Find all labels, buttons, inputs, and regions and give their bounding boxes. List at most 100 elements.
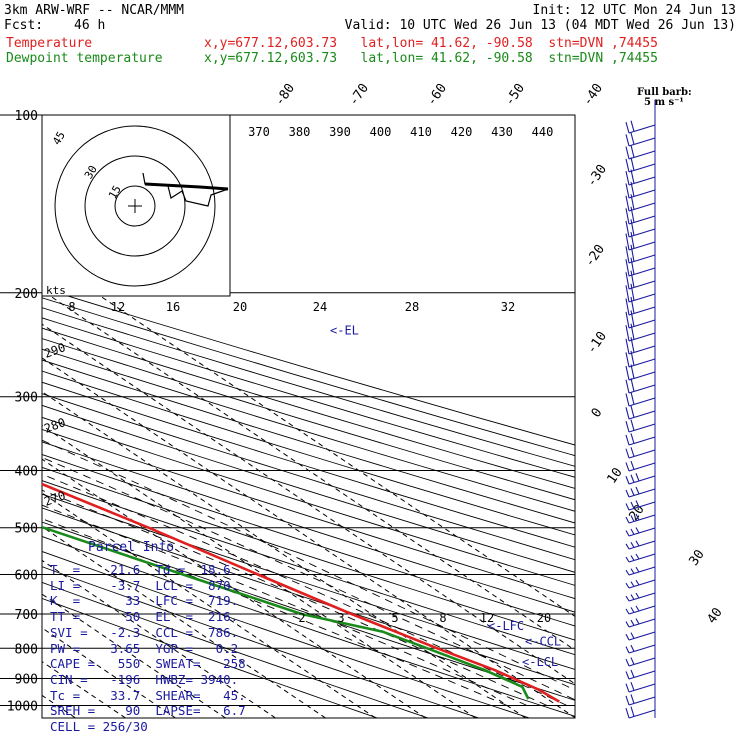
dry-adiabat <box>42 466 575 641</box>
theta-e-label: 430 <box>491 125 513 139</box>
wind-barb <box>625 257 656 277</box>
wind-barb <box>625 364 656 381</box>
parcel-info-row: TT = 50 EL = 216. <box>50 609 239 625</box>
wind-barb <box>625 206 656 225</box>
wind-barb <box>625 579 656 589</box>
wind-barb <box>625 682 656 693</box>
temperature-info: x,y=677.12,603.73 lat,lon= 41.62, -90.58… <box>204 36 658 51</box>
parcel-info-row: Tc = 33.7 SHEAR= 45. <box>50 687 246 703</box>
speed-label: 20 <box>233 300 247 314</box>
hodograph-ring <box>84 155 186 257</box>
speed-label: 24 <box>313 300 327 314</box>
level-marker: <-EL <box>330 323 359 337</box>
wind-barb <box>625 631 656 641</box>
isotherm-right-label: -30 <box>584 162 610 190</box>
wind-barb <box>625 500 656 511</box>
wind-barb <box>625 244 656 264</box>
wind-barb <box>625 231 656 251</box>
wind-barb <box>625 473 656 485</box>
pressure-tick-label: 800 <box>15 642 38 657</box>
wind-barb <box>625 618 656 628</box>
hodograph-ring-label: 45 <box>50 129 68 147</box>
dry-adiabat <box>42 416 575 586</box>
pressure-tick-label: 600 <box>15 568 38 583</box>
theta-e-label: 400 <box>370 125 392 139</box>
wind-barb <box>625 706 656 719</box>
wind-barb <box>625 337 656 355</box>
pressure-tick-label: 1000 <box>7 699 38 714</box>
isotherm-right-label: 40 <box>704 605 725 626</box>
speed-label: 16 <box>166 300 180 314</box>
mixing-ratio-label: 12 <box>480 611 494 625</box>
dry-adiabat <box>42 480 575 656</box>
dry-adiabat <box>42 581 429 718</box>
theta-e-label: 380 <box>289 125 311 139</box>
parcel-info-row: PW = 3.65 YGP = 0.2 <box>50 640 239 656</box>
mixing-ratio-label: 20 <box>537 611 551 625</box>
dry-adiabat <box>42 550 530 718</box>
model-title: 3km ARW-WRF -- NCAR/MMM <box>4 3 185 18</box>
dry-adiabat <box>42 428 575 600</box>
dry-adiabat <box>42 348 575 512</box>
fcst-value: 46 h <box>74 18 106 33</box>
hodograph-trace-bold <box>144 182 229 191</box>
wind-barb <box>625 144 656 160</box>
theta-e-label: 370 <box>248 125 270 139</box>
theta-e-label: 440 <box>532 125 554 139</box>
wind-barb <box>625 270 656 290</box>
wind-barb <box>625 433 656 446</box>
wind-barb <box>625 194 656 212</box>
wind-barb <box>625 460 656 472</box>
parcel-info-row: SVI = -2.3 CCL = 786. <box>50 624 239 640</box>
isotherm-right-label: 10 <box>604 465 625 486</box>
hodograph-ring-label: 15 <box>106 183 124 201</box>
parcel-info-row: CIN = -196 HWBZ= 3940. <box>50 671 239 687</box>
moist-adiabat <box>42 504 528 706</box>
wind-barb <box>625 169 656 186</box>
temperature-legend: Temperature <box>6 36 93 51</box>
parcel-info-row: T = 21.6 Td = 18.6 <box>50 562 231 577</box>
pressure-tick-label: 900 <box>15 672 38 687</box>
dry-adiabat <box>42 327 575 489</box>
dewpoint-legend: Dewpoint temperature <box>6 51 163 66</box>
parcel-info-row: LI = -3.7 LCL = 870. <box>50 577 239 593</box>
pressure-tick-label: 400 <box>15 465 38 480</box>
level-marker: <-LFC <box>488 619 524 633</box>
init-time: Init: 12 UTC Mon 24 Jun 13 <box>532 3 737 18</box>
dry-adiabat <box>42 307 575 467</box>
wind-barb <box>625 120 656 134</box>
barb-legend-unit: 5 m s⁻¹ <box>644 97 684 108</box>
wind-barb <box>625 540 656 550</box>
dry-adiabat <box>42 287 575 446</box>
dry-adiabat <box>42 507 575 686</box>
isotherm-line <box>0 115 26 718</box>
speed-label: 32 <box>501 300 515 314</box>
wind-barb <box>625 644 656 654</box>
speed-label: 28 <box>405 300 419 314</box>
wind-barb <box>625 157 656 173</box>
wind-barb <box>625 527 656 537</box>
wind-barb <box>625 657 656 667</box>
dry-adiabat <box>42 338 575 501</box>
dry-adiabats <box>42 287 575 718</box>
profiles <box>42 482 560 703</box>
dry-adiabat <box>42 493 575 670</box>
theta-e-label: 410 <box>410 125 432 139</box>
isotherm-right-label: 30 <box>686 547 707 568</box>
wind-barb <box>625 350 656 368</box>
wind-barb <box>625 296 656 316</box>
moist-adiabat <box>42 439 575 691</box>
parcel-info-title: Parcel Info <box>88 540 175 555</box>
wind-barb <box>625 566 656 576</box>
wind-barb <box>625 323 656 342</box>
speed-label: 8 <box>68 300 75 314</box>
level-marker: <-LCL <box>522 655 558 669</box>
wind-barb <box>625 419 656 433</box>
dry-adiabat <box>42 454 575 627</box>
mixing-ratio-label: 5 <box>391 611 398 625</box>
dry-adiabat <box>42 536 575 717</box>
pressure-tick-label: 500 <box>15 522 38 537</box>
wind-barb <box>625 391 656 407</box>
hodograph-ring-label: 30 <box>82 163 100 181</box>
